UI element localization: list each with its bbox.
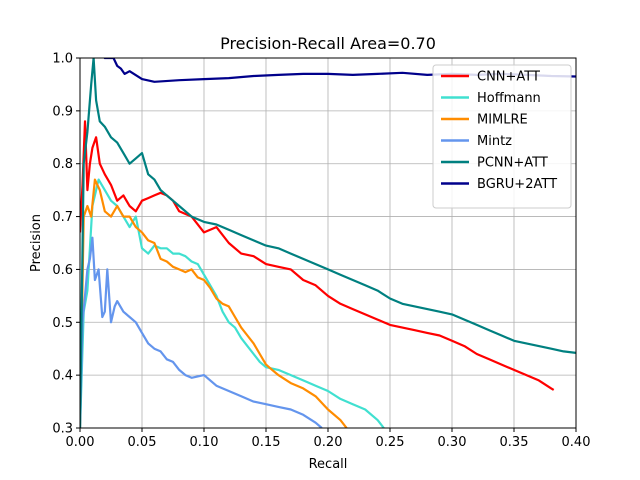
legend-label: MIMLRE bbox=[477, 113, 528, 128]
y-tick-label: 0.4 bbox=[52, 369, 73, 384]
y-tick-label: 0.5 bbox=[52, 316, 73, 331]
y-axis-ticks: 0.3 0.4 0.5 0.6 0.7 0.8 0.9 1.0 bbox=[52, 52, 80, 437]
legend-label: PCNN+ATT bbox=[477, 156, 548, 171]
y-tick-label: 0.6 bbox=[52, 263, 73, 278]
legend-label: Hoffmann bbox=[477, 91, 541, 106]
series-line-hoffmann bbox=[80, 178, 385, 428]
legend-box bbox=[432, 64, 572, 209]
x-tick-label: 0.25 bbox=[376, 435, 405, 450]
x-tick-label: 0.05 bbox=[128, 435, 157, 450]
x-tick-label: 0.00 bbox=[66, 435, 95, 450]
legend-label: BGRU+2ATT bbox=[477, 177, 557, 192]
series-line-cnn-att bbox=[80, 120, 555, 391]
y-tick-label: 0.3 bbox=[52, 422, 73, 437]
x-tick-label: 0.15 bbox=[252, 435, 281, 450]
series-line-mimlre bbox=[80, 178, 348, 428]
x-tick-label: 0.10 bbox=[190, 435, 219, 450]
x-axis-ticks: 0.00 0.05 0.10 0.15 0.20 0.25 0.30 0.35 0.40 bbox=[66, 428, 591, 450]
y-tick-label: 0.7 bbox=[52, 210, 73, 225]
y-tick-label: 0.9 bbox=[52, 104, 73, 119]
x-tick-label: 0.40 bbox=[562, 435, 591, 450]
legend-label: Mintz bbox=[477, 134, 512, 149]
legend: CNN+ATT Hoffmann MIMLRE Mintz PCNN+ATT BGRU+2… bbox=[432, 64, 572, 209]
y-tick-label: 1.0 bbox=[52, 52, 73, 67]
y-tick-label: 0.8 bbox=[52, 157, 73, 172]
series-line-mintz bbox=[80, 236, 323, 428]
x-tick-label: 0.35 bbox=[500, 435, 529, 450]
series-line-pcnn-att bbox=[80, 58, 576, 428]
x-tick-label: 0.20 bbox=[314, 435, 343, 450]
chart-title: Precision-Recall Area=0.70 bbox=[220, 34, 436, 53]
legend-label: CNN+ATT bbox=[477, 70, 540, 85]
x-tick-label: 0.30 bbox=[438, 435, 467, 450]
x-axis-label: Recall bbox=[309, 457, 348, 472]
y-axis-label: Precision bbox=[29, 214, 44, 272]
